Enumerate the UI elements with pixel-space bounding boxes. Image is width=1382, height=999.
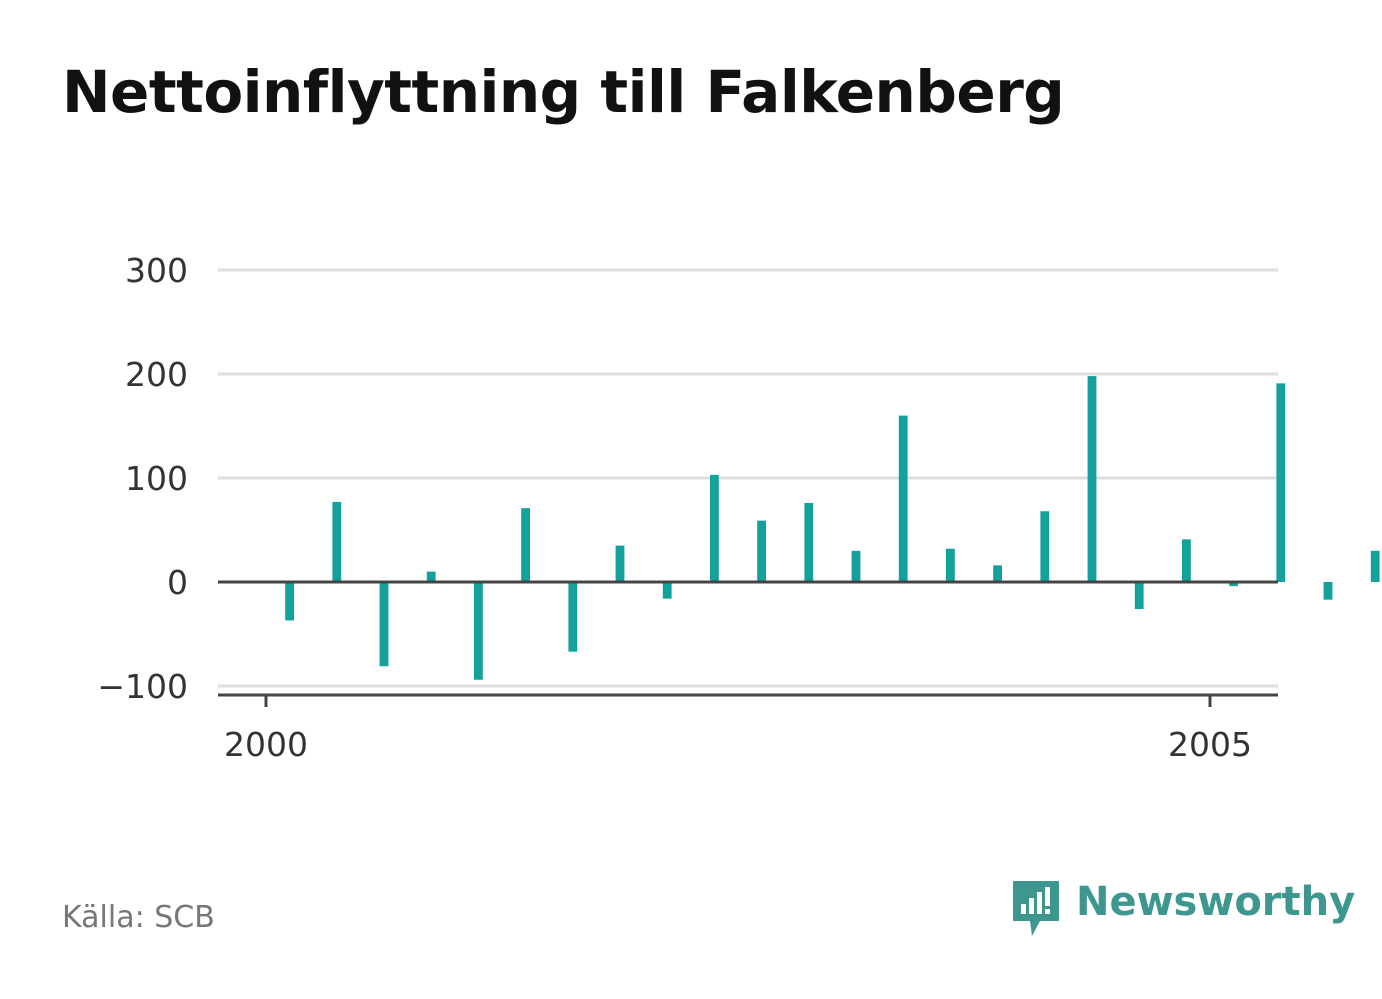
source-note: Källa: SCB bbox=[62, 900, 215, 935]
bar bbox=[804, 502, 814, 582]
bar bbox=[1182, 539, 1191, 582]
y-tick-label: 300 bbox=[125, 251, 188, 290]
bar bbox=[332, 501, 342, 582]
tick-labels: −1000100200300200020052010201520202025 bbox=[97, 251, 1252, 764]
bar bbox=[1040, 511, 1050, 582]
x-tick-label: 2005 bbox=[1168, 725, 1252, 764]
bar bbox=[285, 582, 294, 621]
bar bbox=[615, 545, 625, 582]
bar bbox=[946, 548, 955, 582]
bar bbox=[710, 474, 719, 582]
y-tick-label: 100 bbox=[125, 459, 188, 498]
bar bbox=[568, 582, 578, 652]
gridlines bbox=[218, 268, 1278, 688]
bar bbox=[1229, 582, 1238, 587]
bar bbox=[662, 582, 672, 599]
bars bbox=[285, 376, 1380, 680]
brand[interactable]: Newsworthy bbox=[1010, 878, 1355, 940]
bar bbox=[426, 571, 436, 582]
bar bbox=[898, 415, 908, 582]
bar bbox=[474, 582, 483, 680]
axes bbox=[218, 580, 1278, 707]
bar bbox=[1276, 383, 1286, 582]
bar bbox=[1087, 376, 1097, 582]
bar bbox=[521, 508, 530, 582]
bar bbox=[851, 550, 861, 582]
chart-title: Nettoinflyttning till Falkenberg bbox=[62, 58, 1065, 126]
newsworthy-logo-icon bbox=[1013, 881, 1059, 936]
y-tick-label: −100 bbox=[97, 667, 188, 706]
x-tick-label: 2000 bbox=[224, 725, 308, 764]
bar bbox=[1323, 582, 1333, 600]
bar bbox=[993, 565, 1002, 582]
y-tick-label: 200 bbox=[125, 355, 188, 394]
bar bbox=[757, 520, 766, 582]
brand-name: Newsworthy bbox=[1076, 879, 1356, 925]
bar bbox=[1134, 582, 1144, 610]
bar bbox=[379, 582, 389, 667]
bar bbox=[1370, 550, 1380, 582]
y-tick-label: 0 bbox=[167, 563, 188, 602]
